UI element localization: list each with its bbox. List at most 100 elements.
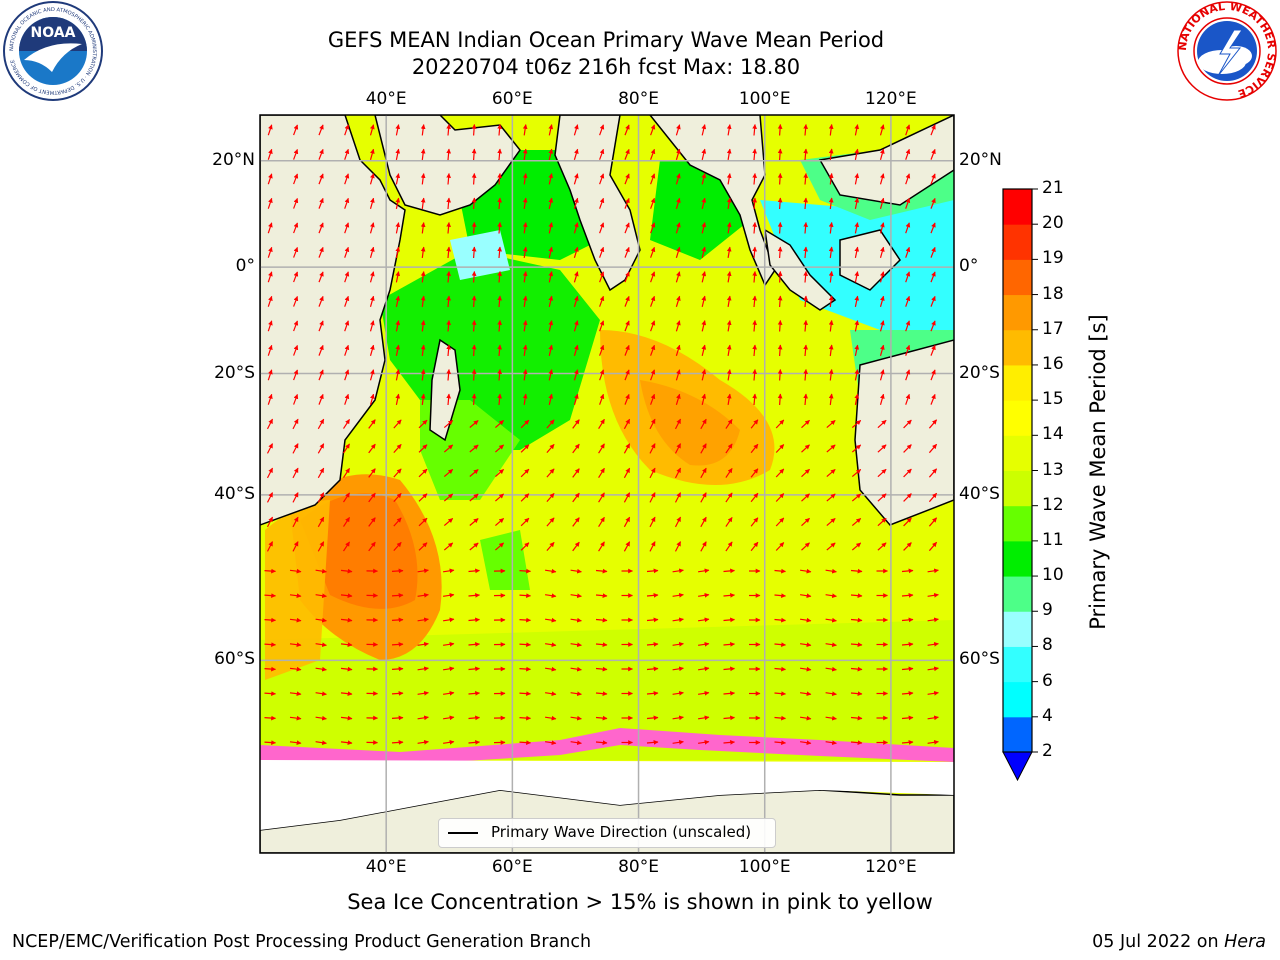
wave-direction-arrow [752,246,757,259]
wave-direction-arrow [850,740,863,745]
wave-direction-arrow [369,222,375,234]
wave-direction-arrow [546,419,555,429]
wave-direction-arrow [675,222,681,234]
wave-direction-arrow [318,344,324,356]
wave-direction-arrow [674,467,682,479]
wave-direction-arrow [443,444,454,453]
wave-direction-arrow [599,393,605,405]
wave-direction-arrow [395,369,401,381]
wave-direction-arrow [315,666,327,672]
wave-direction-arrow [905,271,911,283]
wave-direction-arrow [927,617,939,623]
wave-direction-arrow [723,593,735,598]
wave-direction-arrow [879,271,885,283]
wave-direction-arrow [468,617,480,623]
lon-tick-label-bottom: 100°E [738,857,791,877]
footer-date: 05 Jul 2022 on Hera [1092,932,1266,952]
wave-direction-arrow [930,124,936,136]
wave-direction-arrow [573,295,579,307]
wave-direction-arrow [548,369,554,381]
wave-direction-arrow [701,295,707,308]
wave-direction-arrow [800,617,812,623]
wave-direction-arrow [469,444,479,453]
wave-direction-arrow [595,642,608,647]
wave-direction-arrow [573,124,579,136]
colorbar-segment [1003,576,1032,612]
wave-direction-arrow [725,419,733,429]
wave-direction-arrow [344,222,350,234]
wave-direction-arrow [446,246,451,259]
wave-direction-arrow [570,666,582,672]
wave-direction-arrow [599,320,605,332]
wave-direction-arrow [674,516,682,528]
wave-direction-arrow [522,369,528,381]
wave-direction-arrow [570,593,582,599]
lon-tick-label-top: 40°E [365,89,407,109]
wave-direction-arrow [901,593,914,598]
wave-direction-arrow [775,517,785,527]
wave-direction-arrow [548,393,554,406]
wave-direction-arrow [726,320,732,332]
footer-machine: Hera [1224,932,1266,952]
wave-direction-arrow [573,393,579,405]
wave-direction-arrow [342,541,351,552]
wave-direction-arrow [344,295,350,307]
wave-direction-arrow [519,642,531,647]
wave-direction-arrow [701,222,707,234]
wave-direction-arrow [854,197,860,210]
wave-direction-arrow [901,715,914,721]
wave-direction-arrow [469,518,479,526]
wave-direction-arrow [905,320,911,332]
ice-shelf [260,760,954,830]
wave-direction-arrow [420,246,426,258]
wave-direction-arrow [342,467,351,478]
wave-direction-arrow [573,344,579,356]
wave-direction-arrow [391,642,404,647]
wave-direction-arrow [497,320,502,332]
wave-direction-arrow [854,246,860,259]
wave-direction-arrow [901,666,914,672]
wave-direction-arrow [774,715,786,721]
wave-direction-arrow [317,467,325,479]
wave-direction-arrow [777,222,783,234]
wave-direction-arrow [750,492,759,503]
wave-direction-arrow [854,271,860,283]
wave-direction-arrow [879,393,885,405]
wave-direction-arrow [624,344,630,356]
wave-direction-arrow [443,468,454,478]
wave-direction-arrow [650,369,656,381]
wave-direction-arrow [828,222,834,234]
wave-direction-arrow [879,320,885,332]
colorbar-tick-label: 15 [1042,389,1064,410]
wave-direction-arrow [443,715,455,721]
wave-direction-arrow [522,271,528,283]
colorbar-tick-label: 4 [1042,705,1053,726]
wave-direction-arrow [624,173,630,185]
wave-direction-arrow [418,468,428,478]
wave-direction-arrow [545,593,557,599]
wave-direction-arrow [417,715,429,721]
wave-direction-arrow [905,246,911,258]
wave-direction-arrow [395,271,401,283]
wave-direction-arrow [497,222,502,234]
wave-direction-arrow [854,393,860,406]
wave-direction-arrow [701,369,707,381]
wave-direction-arrow [368,517,376,527]
wave-direction-arrow [497,271,502,283]
wave-direction-arrow [391,593,404,598]
wave-direction-arrows [264,124,939,746]
wave-direction-arrow [930,173,936,185]
wave-direction-arrow [650,320,656,332]
wave-direction-arrow [344,369,350,381]
colorbar-tick-label: 8 [1042,635,1053,656]
wave-direction-arrow [369,344,375,356]
wave-direction-arrow [777,197,783,210]
wave-direction-arrow [443,419,454,429]
wave-direction-arrow [292,467,299,479]
wave-direction-arrow [468,740,480,745]
chart-title-line2: 20220704 t06z 216h fcst Max: 18.80 [411,55,801,79]
wave-direction-arrow [318,295,324,307]
colorbar-tick-label: 6 [1042,670,1053,691]
wave-direction-arrow [344,124,350,136]
wave-direction-arrow [418,493,428,502]
